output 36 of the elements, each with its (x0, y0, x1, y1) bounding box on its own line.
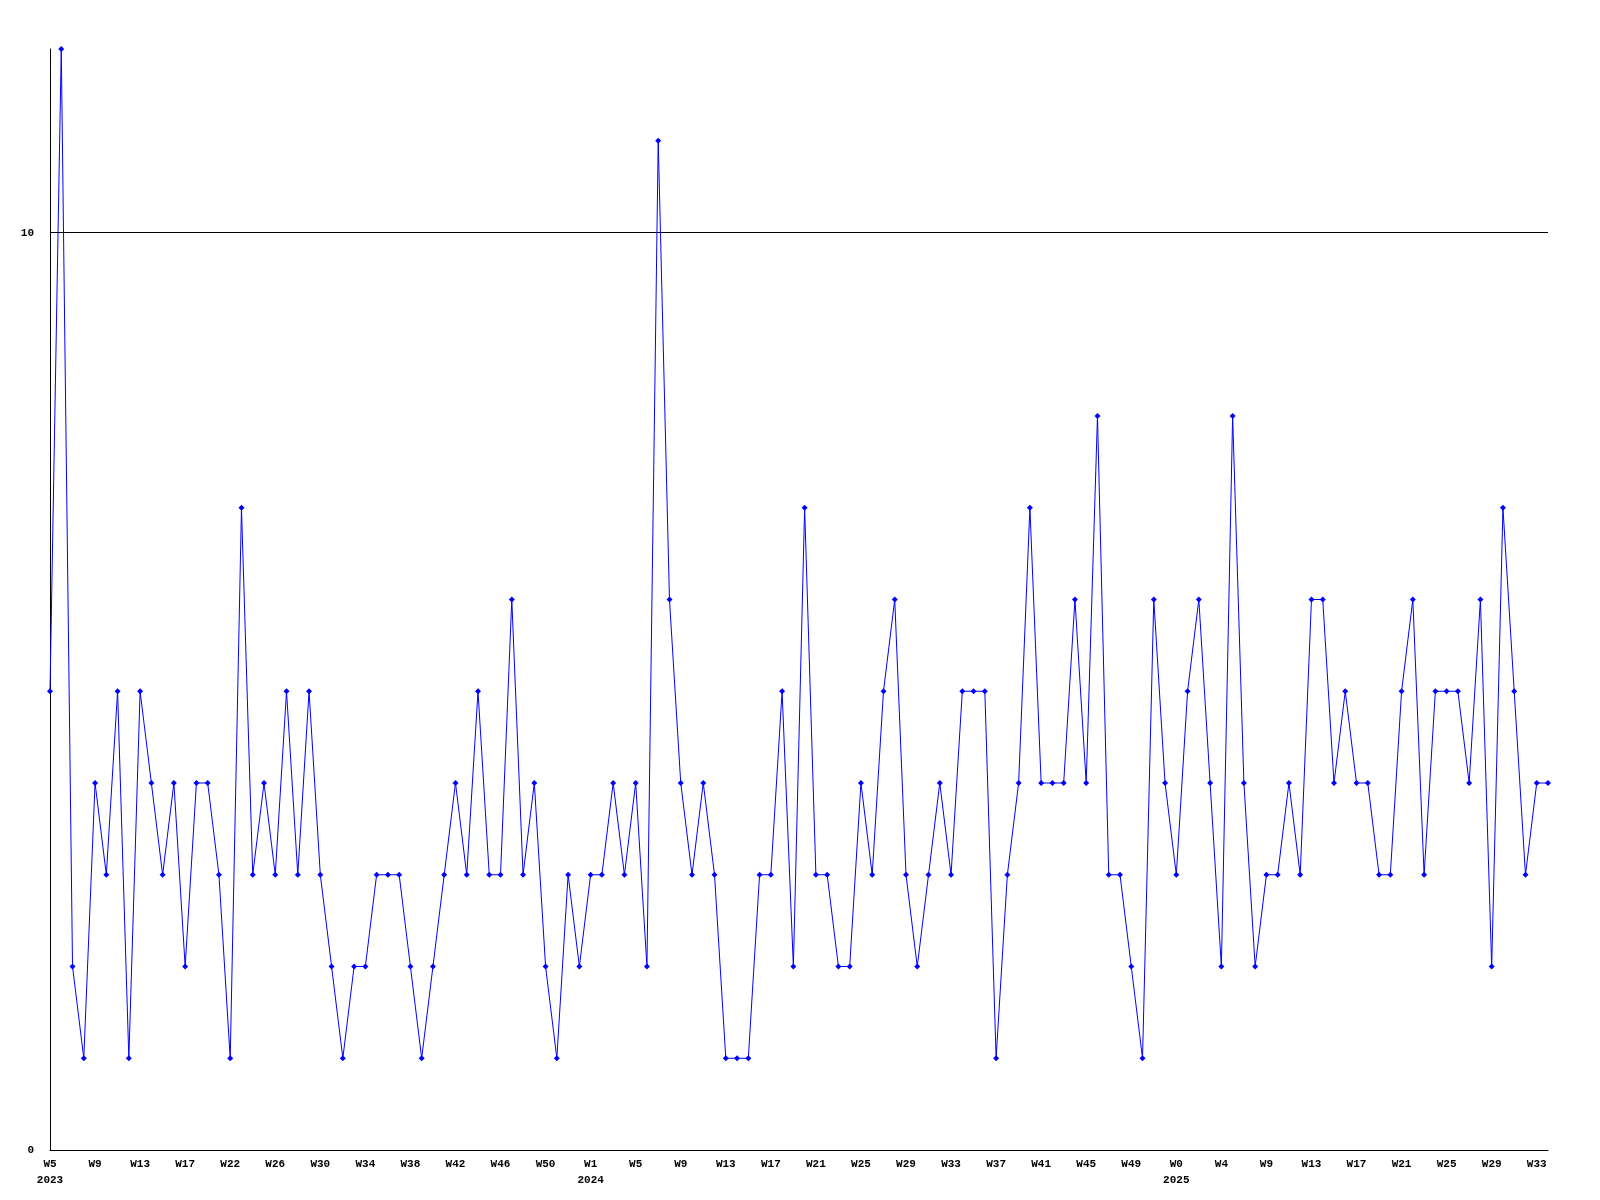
x-tick-label: W45 (1076, 1158, 1097, 1170)
x-tick-label: W30 (310, 1158, 331, 1170)
x-tick-label: W49 (1121, 1158, 1142, 1170)
x-tick-label: W13 (715, 1158, 737, 1170)
x-tick-label: W22 (220, 1158, 241, 1170)
x-tick-label: W9 (1259, 1158, 1274, 1170)
x-tick-label: W25 (851, 1158, 872, 1170)
x-tick-label: W46 (490, 1158, 511, 1170)
x-tick-label: W29 (1481, 1158, 1502, 1170)
x-tick-label: W33 (1526, 1158, 1548, 1170)
x-tick-label: W5 (629, 1158, 643, 1170)
x-tick-label: W26 (265, 1158, 286, 1170)
x-tick-label: W42 (445, 1158, 466, 1170)
x-tick-label: W29 (896, 1158, 916, 1170)
x-tick-label: W9 (674, 1158, 688, 1170)
x-tick-label: W5 2023 (36, 1158, 64, 1186)
x-tick-label: W50 (535, 1158, 556, 1170)
x-tick-label: W4 (1214, 1158, 1229, 1170)
y-tick-label: 0 (27, 1144, 34, 1156)
x-tick-label: W13 (1301, 1158, 1322, 1170)
x-tick-label: W38 (400, 1158, 421, 1170)
x-tick-label: W41 (1031, 1158, 1052, 1170)
x-tick-label: W17 (175, 1158, 196, 1170)
x-tick-label: W33 (941, 1158, 962, 1170)
x-tick-label: W1 2024 (577, 1158, 605, 1186)
x-tick-label: W37 (986, 1158, 1007, 1170)
x-tick-label: W9 (88, 1158, 102, 1170)
x-tick-label: W17 (760, 1158, 781, 1170)
x-tick-label: W21 (805, 1158, 827, 1170)
x-tick-label: W25 (1436, 1158, 1457, 1170)
x-tick-label: W34 (355, 1158, 376, 1170)
x-tick-label: W13 (130, 1158, 151, 1170)
x-tick-label: W21 (1391, 1158, 1412, 1170)
x-tick-label: W17 (1346, 1158, 1367, 1170)
x-tick-label: W0 2025 (1163, 1158, 1190, 1186)
y-tick-label: 10 (20, 226, 34, 239)
